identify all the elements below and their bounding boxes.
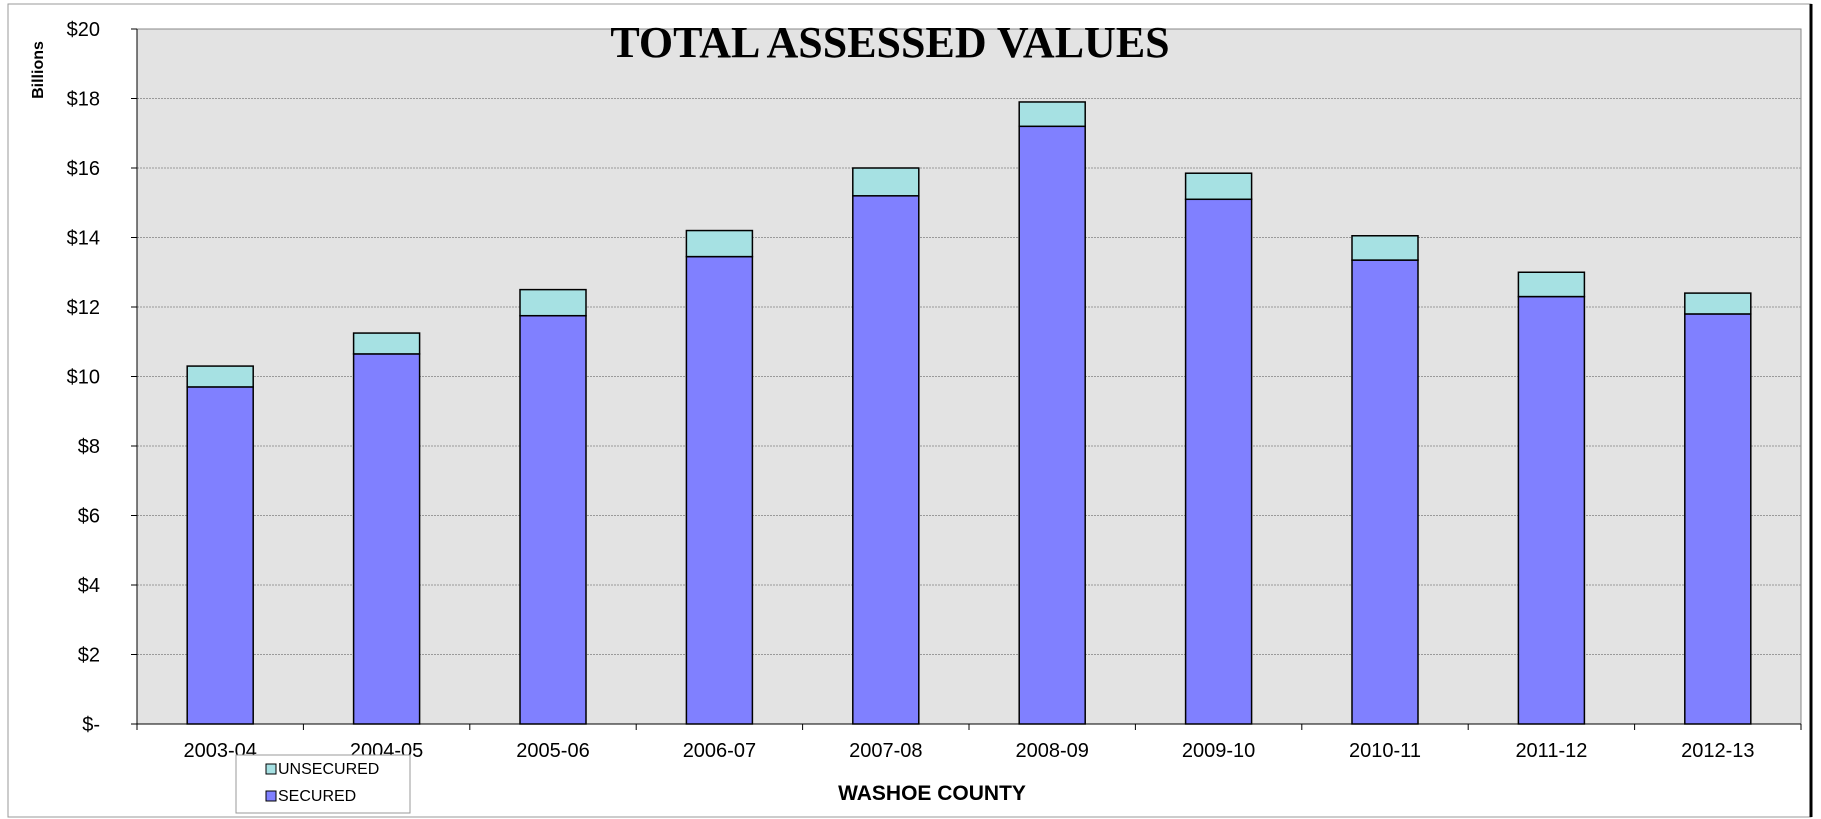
bar-unsecured-2004-05 — [352, 332, 421, 355]
bar-unsecured-2009-10 — [1184, 172, 1253, 201]
bar-secured-2009-10 — [1184, 198, 1253, 725]
y-tick-label: $14 — [67, 228, 100, 250]
bar-secured-2011-12 — [1517, 295, 1586, 725]
x-tick-label: 2005-06 — [516, 740, 589, 762]
bar-unsecured-2006-07 — [685, 229, 754, 258]
y-tick-label: $8 — [78, 436, 100, 458]
y-tick-label: $20 — [67, 19, 100, 41]
y-axis-label: Billions — [30, 41, 47, 99]
y-tick-label: $10 — [67, 367, 100, 389]
bar-secured-2007-08 — [852, 195, 920, 725]
x-tick-label: 2012-13 — [1681, 740, 1754, 762]
y-tick-label: $16 — [67, 158, 100, 180]
x-tick-label: 2007-08 — [849, 740, 922, 762]
y-tick-labels: $- $2 $4 $6 $8 $10 $12 $14 $16 $18 $20 — [67, 19, 100, 736]
x-tick-label: 2009-10 — [1182, 740, 1255, 762]
bar-secured-2008-09 — [1018, 125, 1086, 725]
y-tick-label: $18 — [67, 89, 100, 111]
bar-secured-2010-11 — [1351, 259, 1419, 725]
bar-unsecured-2007-08 — [852, 167, 920, 197]
legend-swatch-secured — [265, 790, 277, 802]
bar-secured-2006-07 — [685, 255, 754, 725]
chart-title: TOTAL ASSESSED VALUES — [610, 18, 1169, 67]
bar-unsecured-2012-13 — [1684, 292, 1752, 315]
y-tick-label: $- — [82, 714, 100, 736]
bar-secured-2005-06 — [519, 314, 587, 725]
y-tick-label: $6 — [78, 506, 100, 528]
bar-unsecured-2008-09 — [1018, 101, 1086, 128]
bar-unsecured-2003-04 — [186, 365, 254, 388]
legend-box — [235, 754, 411, 814]
legend: UNSECURED SECURED — [235, 754, 411, 814]
legend-swatch-unsecured — [265, 763, 277, 775]
bar-unsecured-2011-12 — [1517, 271, 1586, 298]
bar-secured-2004-05 — [352, 353, 421, 725]
bar-unsecured-2010-11 — [1351, 235, 1419, 261]
legend-label-secured: SECURED — [278, 788, 356, 805]
legend-label-unsecured: UNSECURED — [278, 761, 379, 778]
bar-secured-2003-04 — [186, 386, 254, 725]
x-tick-label: 2011-12 — [1515, 740, 1587, 762]
x-tick-labels: 2003-04 2004-05 2005-06 2006-07 2007-08 2008-… — [183, 740, 1754, 762]
axes — [131, 28, 1802, 730]
x-tick-label: 2006-07 — [683, 740, 756, 762]
y-tick-label: $12 — [67, 297, 100, 319]
y-tick-label: $2 — [78, 645, 100, 667]
bar-unsecured-2005-06 — [519, 288, 587, 317]
x-tick-label: 2008-09 — [1015, 740, 1088, 762]
y-tick-label: $4 — [78, 575, 100, 597]
bar-secured-2012-13 — [1684, 313, 1752, 725]
x-tick-label: 2010-11 — [1349, 740, 1421, 762]
x-axis-label: WASHOE COUNTY — [838, 782, 1026, 805]
